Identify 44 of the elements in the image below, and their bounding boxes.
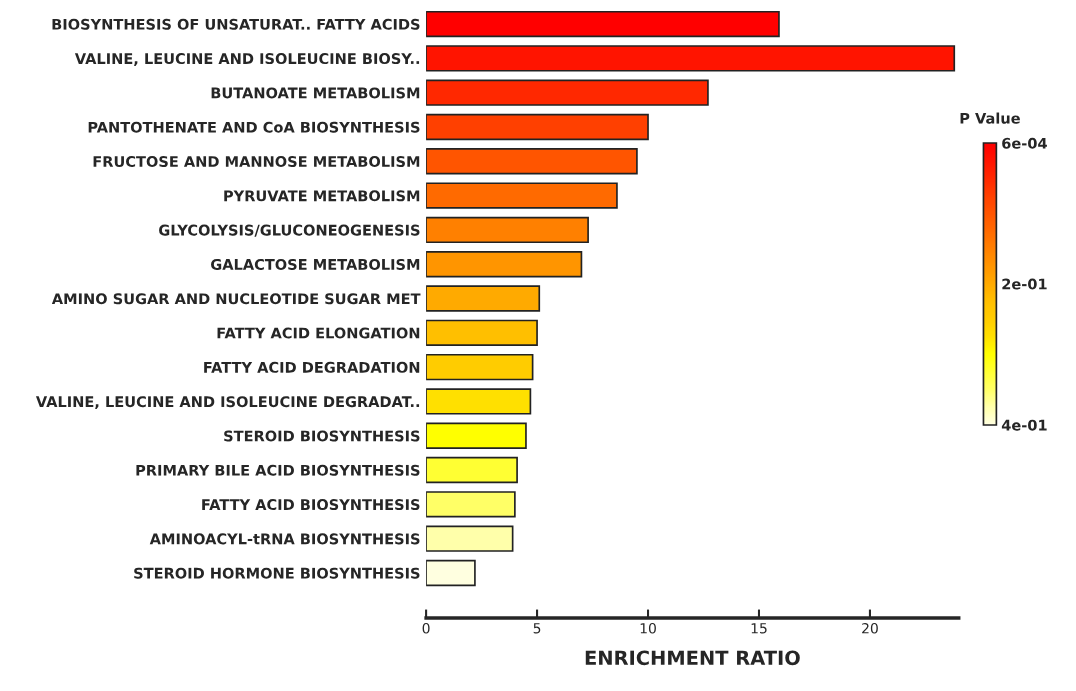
bar — [426, 525, 514, 552]
y-tick-label: PANTOTHENATE AND CoA BIOSYNTHESIS — [88, 121, 420, 133]
y-tick-label: PRIMARY BILE ACID BIOSYNTHESIS — [136, 464, 420, 476]
y-tick-label: FATTY ACID ELONGATION — [217, 327, 420, 339]
y-tick-label: FATTY ACID DEGRADATION — [204, 361, 420, 373]
bar — [426, 319, 538, 347]
bar — [426, 388, 532, 415]
bar — [426, 491, 516, 518]
bar — [426, 182, 618, 209]
bar — [426, 353, 534, 381]
y-tick-label: FATTY ACID BIOSYNTHESIS — [202, 499, 420, 511]
color-bar-label: 4e-01 — [1001, 419, 1047, 431]
bar — [426, 45, 956, 72]
y-tick-label: GALACTOSE METABOLISM — [211, 258, 420, 270]
y-tick-label: GLYCOLYSIS/GLUCONEOGENESIS — [159, 224, 420, 237]
bar — [426, 456, 518, 484]
y-tick-label: BIOSYNTHESIS OF UNSATURAT.. FATTY ACIDS — [52, 18, 420, 30]
x-tick-label: 10 — [640, 623, 656, 634]
color-bar-label: 6e-04 — [1002, 137, 1047, 149]
y-tick-label: VALINE, LEUCINE AND ISOLEUCINE BIOSY.. — [74, 53, 420, 66]
y-tick-label: BUTANOATE METABOLISM — [211, 87, 420, 99]
bar — [426, 10, 780, 38]
x-tick-label: 20 — [862, 623, 878, 634]
bar — [426, 79, 709, 106]
y-tick-label: STEROID BIOSYNTHESIS — [224, 430, 420, 442]
x-tick-label: 5 — [533, 623, 541, 634]
y-tick-label: PYRUVATE METABOLISM — [224, 190, 420, 202]
bar — [426, 422, 527, 449]
y-tick-label: FRUCTOSE AND MANNOSE METABOLISM — [93, 156, 420, 168]
x-tick-label: 0 — [422, 623, 430, 634]
y-tick-label: VALINE, LEUCINE AND ISOLEUCINE DEGRADAT.. — [35, 396, 420, 410]
y-tick-label: AMINOACYL-tRNA BIOSYNTHESIS — [149, 533, 420, 545]
y-tick-label: AMINO SUGAR AND NUCLEOTIDE SUGAR MET — [51, 293, 421, 305]
x-axis-title: ENRICHMENT RATIO — [585, 650, 800, 666]
color-bar-title: P Value — [960, 112, 1020, 124]
y-tick-label: STEROID HORMONE BIOSYNTHESIS — [134, 567, 420, 579]
bar — [426, 216, 589, 244]
color-bar-label: 2e-01 — [1002, 278, 1047, 290]
bar — [426, 559, 476, 587]
bar — [426, 113, 649, 141]
bar — [426, 148, 638, 175]
bar — [426, 251, 583, 278]
bar — [426, 285, 541, 312]
x-tick-label: 15 — [751, 623, 767, 634]
